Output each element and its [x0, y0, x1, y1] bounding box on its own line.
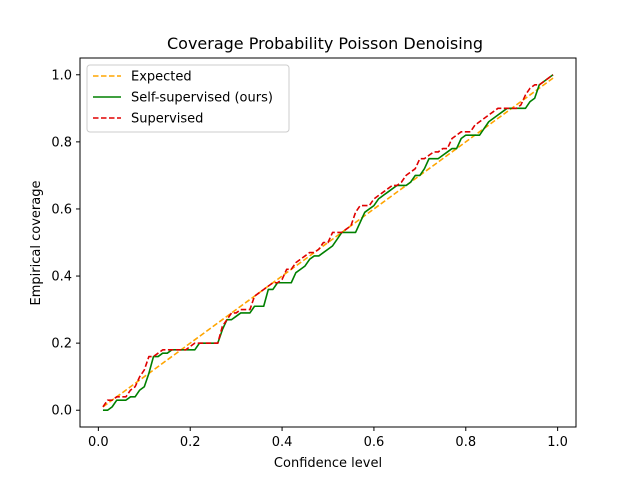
plot-area	[102, 74, 554, 412]
x-axis-ticks: 0.0 0.2 0.4 0.6 0.8 1.0	[88, 427, 568, 450]
x-axis-label: Confidence level	[274, 456, 382, 471]
y-tick-label: 1.0	[51, 68, 72, 83]
x-tick-label: 0.8	[455, 435, 476, 450]
y-tick-label: 0.0	[51, 404, 72, 419]
legend-box	[86, 64, 290, 133]
x-tick-label: 1.0	[547, 435, 568, 450]
axes-frame	[79, 57, 577, 428]
series-line-supervised	[102, 74, 554, 408]
y-axis-ticks: 0.0 0.2 0.4 0.6 0.8 1.0	[51, 68, 80, 419]
y-tick-label: 0.4	[51, 270, 72, 285]
legend-label: Expected	[131, 70, 192, 85]
x-tick-label: 0.2	[180, 435, 201, 450]
chart-title: Coverage Probability Poisson Denoising	[167, 34, 483, 53]
y-axis-label: Empirical coverage	[29, 181, 44, 306]
legend-label: Self-supervised (ours)	[131, 91, 273, 106]
y-tick-label: 0.6	[51, 202, 72, 217]
y-tick-label: 0.2	[51, 337, 72, 352]
x-tick-label: 0.6	[364, 435, 385, 450]
x-tick-label: 0.4	[272, 435, 293, 450]
y-tick-label: 0.8	[51, 135, 72, 150]
legend-label: Supervised	[131, 112, 203, 127]
legend: Expected Self-supervised (ours) Supervised	[86, 64, 290, 133]
x-tick-label: 0.0	[88, 435, 109, 450]
series-line-expected	[102, 77, 554, 408]
